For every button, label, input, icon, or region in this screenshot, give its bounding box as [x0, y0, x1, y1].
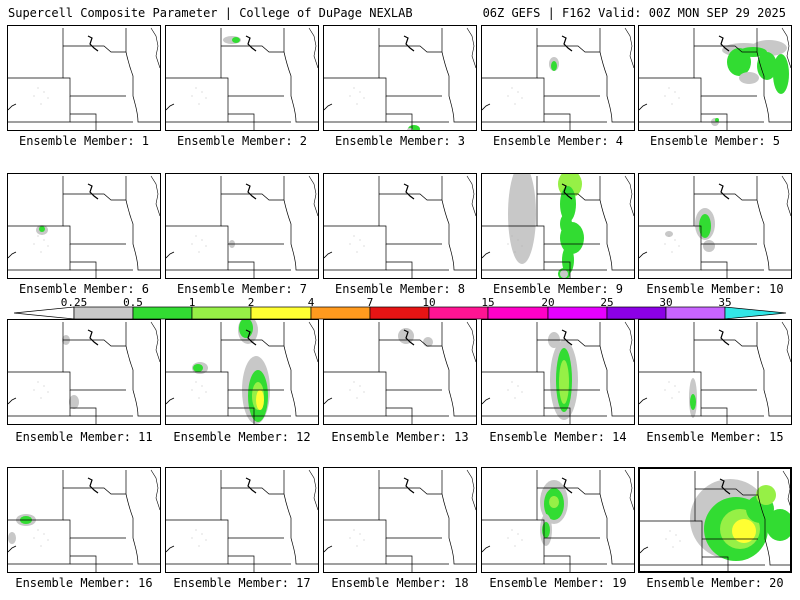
member-caption-11: Ensemble Member: 11: [15, 430, 153, 444]
member-caption-15: Ensemble Member: 15: [646, 430, 784, 444]
member-map-20: [638, 467, 792, 573]
member-caption-19: Ensemble Member: 19: [489, 576, 627, 590]
member-caption-16: Ensemble Member: 16: [15, 576, 153, 590]
member-map-9: [481, 173, 635, 279]
member-map-12: [165, 319, 319, 425]
colorbar-segment-3: [191, 306, 252, 320]
member-caption-7: Ensemble Member: 7: [176, 282, 308, 296]
colorbar-tick-label: 25: [600, 296, 614, 309]
member-map-7: [165, 173, 319, 279]
member-map-8: [323, 173, 477, 279]
member-caption-9: Ensemble Member: 9: [492, 282, 624, 296]
member-caption-13: Ensemble Member: 13: [331, 430, 469, 444]
member-map-16: [7, 467, 161, 573]
member-caption-17: Ensemble Member: 17: [173, 576, 311, 590]
colorbar-segment-9: [547, 306, 608, 320]
member-map-13: [323, 319, 477, 425]
colorbar-segment-6: [369, 306, 430, 320]
map-title: Supercell Composite Parameter | College …: [8, 6, 413, 20]
colorbar-tick-label: 0.5: [123, 296, 143, 309]
colorbar-tick-label: 4: [307, 296, 315, 309]
member-caption-14: Ensemble Member: 14: [489, 430, 627, 444]
colorbar-high-arrow: [724, 306, 787, 320]
colorbar-tick-label: 1: [188, 296, 196, 309]
valid-time: 06Z GEFS | F162 Valid: 00Z MON SEP 29 20…: [482, 6, 786, 20]
member-map-19: [481, 467, 635, 573]
member-map-14: [481, 319, 635, 425]
colorbar: [14, 306, 787, 320]
member-map-3: [323, 25, 477, 131]
member-caption-4: Ensemble Member: 4: [492, 134, 624, 148]
colorbar-tick-label: 2: [247, 296, 255, 309]
member-map-6: [7, 173, 161, 279]
member-caption-12: Ensemble Member: 12: [173, 430, 311, 444]
member-map-5: [638, 25, 792, 131]
colorbar-segment-8: [487, 306, 549, 320]
colorbar-segment-10: [606, 306, 667, 320]
member-caption-10: Ensemble Member: 10: [646, 282, 784, 296]
colorbar-tick-label: 15: [481, 296, 495, 309]
colorbar-segment-11: [665, 306, 726, 320]
member-caption-18: Ensemble Member: 18: [331, 576, 469, 590]
colorbar-tick-label: 35: [718, 296, 732, 309]
member-caption-6: Ensemble Member: 6: [18, 282, 150, 296]
colorbar-tick-label: 10: [422, 296, 436, 309]
colorbar-segment-5: [310, 306, 371, 320]
colorbar-segment-4: [250, 306, 312, 320]
member-caption-2: Ensemble Member: 2: [176, 134, 308, 148]
member-caption-3: Ensemble Member: 3: [334, 134, 466, 148]
member-map-15: [638, 319, 792, 425]
colorbar-segment-7: [428, 306, 489, 320]
colorbar-tick-label: 30: [659, 296, 673, 309]
colorbar-tick-label: 0.25: [60, 296, 88, 309]
member-map-2: [165, 25, 319, 131]
member-map-10: [638, 173, 792, 279]
member-map-11: [7, 319, 161, 425]
member-caption-8: Ensemble Member: 8: [334, 282, 466, 296]
member-map-1: [7, 25, 161, 131]
member-map-4: [481, 25, 635, 131]
colorbar-labels: 0.25 0.5 1 2 4 7 10 15 20 25 30 35: [0, 296, 800, 309]
colorbar-tick-label: 7: [366, 296, 374, 309]
member-caption-20: Ensemble Member: 20: [646, 576, 784, 590]
member-map-17: [165, 467, 319, 573]
member-caption-1: Ensemble Member: 1: [18, 134, 150, 148]
member-caption-5: Ensemble Member: 5: [649, 134, 781, 148]
colorbar-tick-label: 20: [541, 296, 555, 309]
member-map-18: [323, 467, 477, 573]
